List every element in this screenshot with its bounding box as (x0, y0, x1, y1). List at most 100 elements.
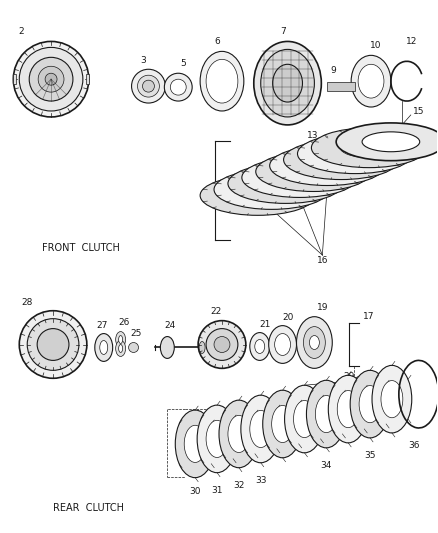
Ellipse shape (271, 168, 328, 188)
Text: 36: 36 (408, 441, 420, 450)
Text: 20: 20 (282, 313, 293, 322)
Ellipse shape (228, 164, 343, 204)
Ellipse shape (309, 336, 319, 350)
Ellipse shape (241, 395, 281, 463)
Ellipse shape (336, 123, 438, 160)
Circle shape (170, 79, 186, 95)
Ellipse shape (337, 391, 359, 427)
Circle shape (38, 66, 64, 92)
Ellipse shape (206, 59, 238, 103)
Ellipse shape (256, 152, 371, 191)
Text: 10: 10 (370, 41, 382, 50)
Text: 13: 13 (307, 131, 318, 140)
Ellipse shape (297, 317, 332, 368)
Ellipse shape (359, 385, 381, 423)
Ellipse shape (255, 340, 265, 353)
Ellipse shape (293, 400, 315, 438)
Text: 26: 26 (118, 318, 129, 327)
Ellipse shape (199, 342, 205, 353)
Text: 22: 22 (210, 307, 222, 316)
Ellipse shape (250, 410, 272, 448)
Ellipse shape (362, 132, 420, 152)
Circle shape (164, 73, 192, 101)
Ellipse shape (206, 421, 228, 457)
Ellipse shape (197, 405, 237, 473)
Text: 35: 35 (364, 451, 376, 461)
Text: REAR  CLUTCH: REAR CLUTCH (53, 504, 124, 513)
Text: 14: 14 (423, 138, 434, 146)
Text: 19: 19 (317, 303, 328, 312)
Ellipse shape (116, 332, 126, 348)
Text: 5: 5 (180, 59, 186, 68)
Circle shape (45, 73, 57, 85)
Ellipse shape (257, 174, 314, 193)
Bar (327, 82, 355, 91)
Bar (13, 74, 16, 84)
Ellipse shape (95, 334, 113, 361)
Text: 6: 6 (214, 37, 220, 46)
Text: 31: 31 (211, 486, 223, 495)
Ellipse shape (228, 415, 250, 453)
Ellipse shape (263, 390, 303, 458)
Ellipse shape (351, 55, 391, 107)
Ellipse shape (315, 395, 337, 433)
Circle shape (19, 311, 87, 378)
Circle shape (198, 321, 246, 368)
Text: 16: 16 (317, 255, 328, 264)
Ellipse shape (268, 326, 297, 364)
Ellipse shape (307, 380, 346, 448)
Text: 15: 15 (413, 108, 424, 117)
Ellipse shape (283, 140, 399, 180)
Text: 7: 7 (280, 27, 286, 36)
Text: 12: 12 (406, 37, 417, 46)
Text: 3: 3 (141, 56, 146, 65)
Ellipse shape (311, 128, 427, 168)
Ellipse shape (297, 134, 413, 174)
Circle shape (29, 58, 73, 101)
Circle shape (214, 336, 230, 352)
Circle shape (206, 329, 238, 360)
Ellipse shape (272, 406, 293, 442)
Ellipse shape (340, 138, 398, 158)
Circle shape (13, 42, 89, 117)
Ellipse shape (304, 327, 325, 358)
Text: 17: 17 (363, 312, 375, 321)
Circle shape (19, 47, 83, 111)
Text: 27: 27 (96, 321, 107, 330)
Ellipse shape (372, 365, 412, 433)
Ellipse shape (119, 344, 123, 352)
Ellipse shape (275, 334, 290, 356)
Ellipse shape (184, 425, 206, 463)
Text: 28: 28 (21, 298, 33, 307)
Ellipse shape (100, 341, 108, 354)
Ellipse shape (285, 385, 324, 453)
Ellipse shape (200, 175, 315, 215)
Ellipse shape (312, 150, 370, 169)
Circle shape (27, 319, 79, 370)
Ellipse shape (119, 336, 123, 343)
Circle shape (131, 69, 165, 103)
Ellipse shape (261, 50, 314, 117)
Text: 29: 29 (343, 372, 355, 381)
Ellipse shape (219, 400, 259, 468)
Circle shape (138, 75, 159, 97)
Ellipse shape (350, 370, 390, 438)
Text: 25: 25 (131, 329, 142, 338)
Ellipse shape (200, 51, 244, 111)
Ellipse shape (285, 161, 342, 182)
Ellipse shape (175, 410, 215, 478)
Ellipse shape (160, 336, 174, 358)
Ellipse shape (273, 64, 303, 102)
Ellipse shape (298, 156, 356, 175)
Bar (86, 74, 89, 84)
Text: 24: 24 (165, 321, 176, 330)
Text: 32: 32 (233, 481, 244, 490)
Circle shape (37, 329, 69, 360)
Ellipse shape (328, 375, 368, 443)
Text: 34: 34 (321, 461, 332, 470)
Text: FRONT  CLUTCH: FRONT CLUTCH (42, 243, 120, 253)
Ellipse shape (270, 146, 385, 185)
Text: 9: 9 (330, 66, 336, 75)
Ellipse shape (229, 185, 286, 205)
Circle shape (129, 343, 138, 352)
